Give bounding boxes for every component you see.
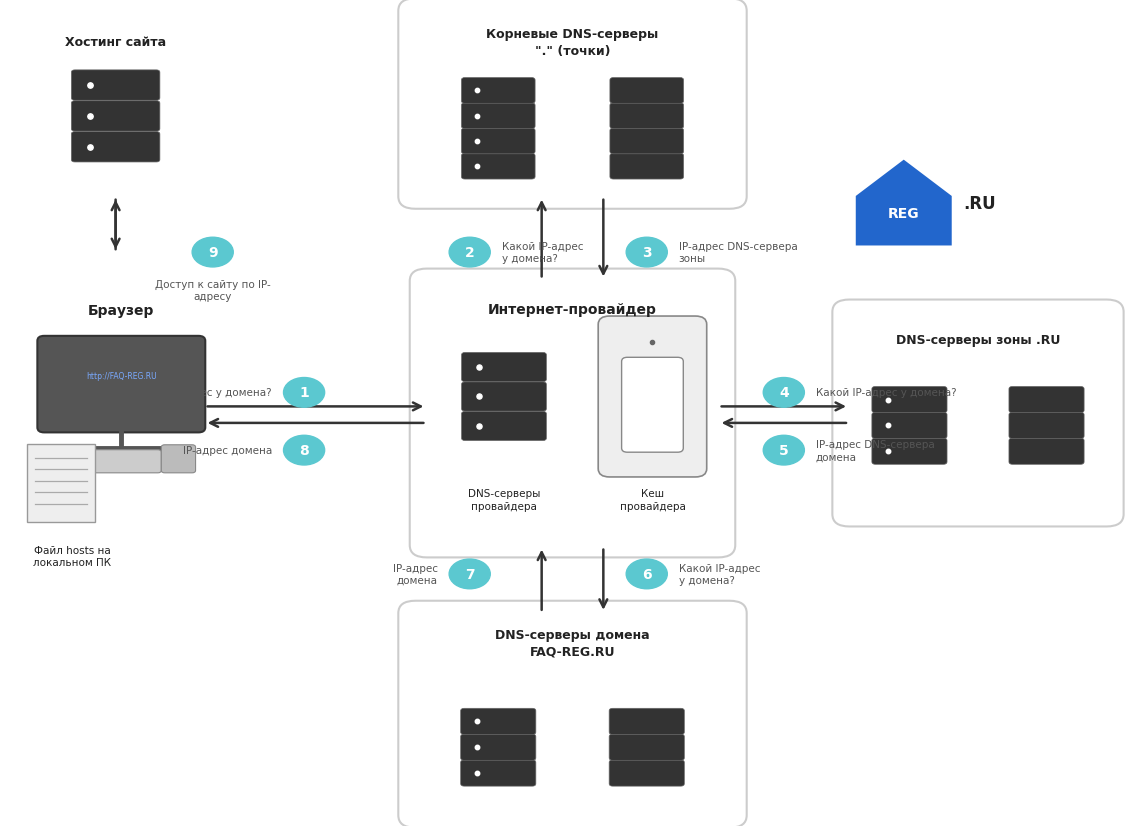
Text: Какой IP-адрес у домена?: Какой IP-адрес у домена? [132, 388, 273, 398]
FancyBboxPatch shape [1009, 413, 1084, 439]
FancyBboxPatch shape [461, 154, 535, 179]
Circle shape [449, 559, 490, 589]
FancyBboxPatch shape [461, 382, 546, 412]
FancyBboxPatch shape [398, 601, 747, 827]
Text: Какой IP-адрес у домена?: Какой IP-адрес у домена? [815, 388, 956, 398]
Text: .RU: .RU [963, 194, 996, 213]
Text: 1: 1 [299, 386, 309, 400]
FancyBboxPatch shape [398, 0, 747, 209]
Text: 7: 7 [465, 567, 474, 581]
FancyBboxPatch shape [1009, 438, 1084, 465]
FancyBboxPatch shape [609, 760, 685, 786]
Text: IP-адрес домена: IP-адрес домена [183, 446, 273, 456]
Text: IP-адрес
домена: IP-адрес домена [393, 563, 437, 586]
FancyBboxPatch shape [461, 412, 546, 441]
FancyBboxPatch shape [871, 387, 947, 414]
FancyBboxPatch shape [460, 734, 536, 760]
Text: 6: 6 [642, 567, 652, 581]
Text: Какой IP-адрес
у домена?: Какой IP-адрес у домена? [679, 563, 760, 586]
Text: Хостинг сайта: Хостинг сайта [65, 36, 166, 49]
Text: Интернет-провайдер: Интернет-провайдер [488, 302, 657, 316]
FancyBboxPatch shape [610, 129, 684, 155]
Circle shape [764, 378, 805, 408]
Text: 4: 4 [779, 386, 789, 400]
FancyBboxPatch shape [71, 102, 160, 132]
FancyBboxPatch shape [38, 337, 205, 433]
Text: Доступ к сайту по IP-
адресу: Доступ к сайту по IP- адресу [155, 280, 270, 302]
Text: Браузер: Браузер [88, 304, 155, 318]
FancyBboxPatch shape [871, 438, 947, 465]
Circle shape [449, 238, 490, 268]
Circle shape [284, 378, 325, 408]
Text: 8: 8 [299, 443, 309, 457]
FancyBboxPatch shape [71, 71, 160, 101]
FancyBboxPatch shape [461, 103, 535, 129]
FancyBboxPatch shape [610, 154, 684, 179]
FancyBboxPatch shape [410, 270, 735, 557]
FancyBboxPatch shape [832, 300, 1123, 527]
Text: 5: 5 [779, 443, 789, 457]
Circle shape [764, 436, 805, 466]
FancyBboxPatch shape [622, 358, 684, 452]
FancyBboxPatch shape [460, 760, 536, 786]
FancyBboxPatch shape [52, 450, 161, 473]
Text: Какой IP-адрес
у домена?: Какой IP-адрес у домена? [502, 241, 583, 264]
Text: IP-адрес DNS-сервера
домена: IP-адрес DNS-сервера домена [815, 439, 934, 461]
Text: http://FAQ-REG.RU: http://FAQ-REG.RU [86, 372, 157, 381]
Text: REG: REG [887, 207, 919, 221]
FancyBboxPatch shape [161, 445, 196, 473]
FancyBboxPatch shape [609, 709, 685, 734]
Text: 9: 9 [208, 246, 218, 260]
FancyBboxPatch shape [461, 79, 535, 104]
FancyBboxPatch shape [71, 132, 160, 163]
FancyBboxPatch shape [26, 445, 95, 523]
FancyBboxPatch shape [610, 79, 684, 104]
FancyBboxPatch shape [461, 353, 546, 382]
FancyBboxPatch shape [461, 129, 535, 155]
FancyBboxPatch shape [460, 709, 536, 734]
Text: Кеш
провайдера: Кеш провайдера [619, 489, 686, 511]
Circle shape [626, 238, 668, 268]
Text: Файл hosts на
локальном ПК: Файл hosts на локальном ПК [33, 545, 111, 568]
FancyBboxPatch shape [610, 103, 684, 129]
Circle shape [192, 238, 234, 268]
Circle shape [284, 436, 325, 466]
FancyBboxPatch shape [1009, 387, 1084, 414]
Text: 2: 2 [465, 246, 474, 260]
FancyBboxPatch shape [598, 317, 706, 477]
Text: DNS-серверы домена
FAQ-REG.RU: DNS-серверы домена FAQ-REG.RU [495, 629, 650, 658]
FancyBboxPatch shape [609, 734, 685, 760]
Text: DNS-серверы зоны .RU: DNS-серверы зоны .RU [895, 333, 1060, 347]
Text: 3: 3 [642, 246, 652, 260]
FancyBboxPatch shape [871, 413, 947, 439]
Text: IP-адрес DNS-сервера
зоны: IP-адрес DNS-сервера зоны [679, 241, 797, 264]
Circle shape [626, 559, 668, 589]
Text: Корневые DNS-серверы
"." (точки): Корневые DNS-серверы "." (точки) [487, 28, 658, 58]
Polygon shape [855, 160, 951, 246]
Text: DNS-серверы
провайдера: DNS-серверы провайдера [468, 489, 540, 511]
